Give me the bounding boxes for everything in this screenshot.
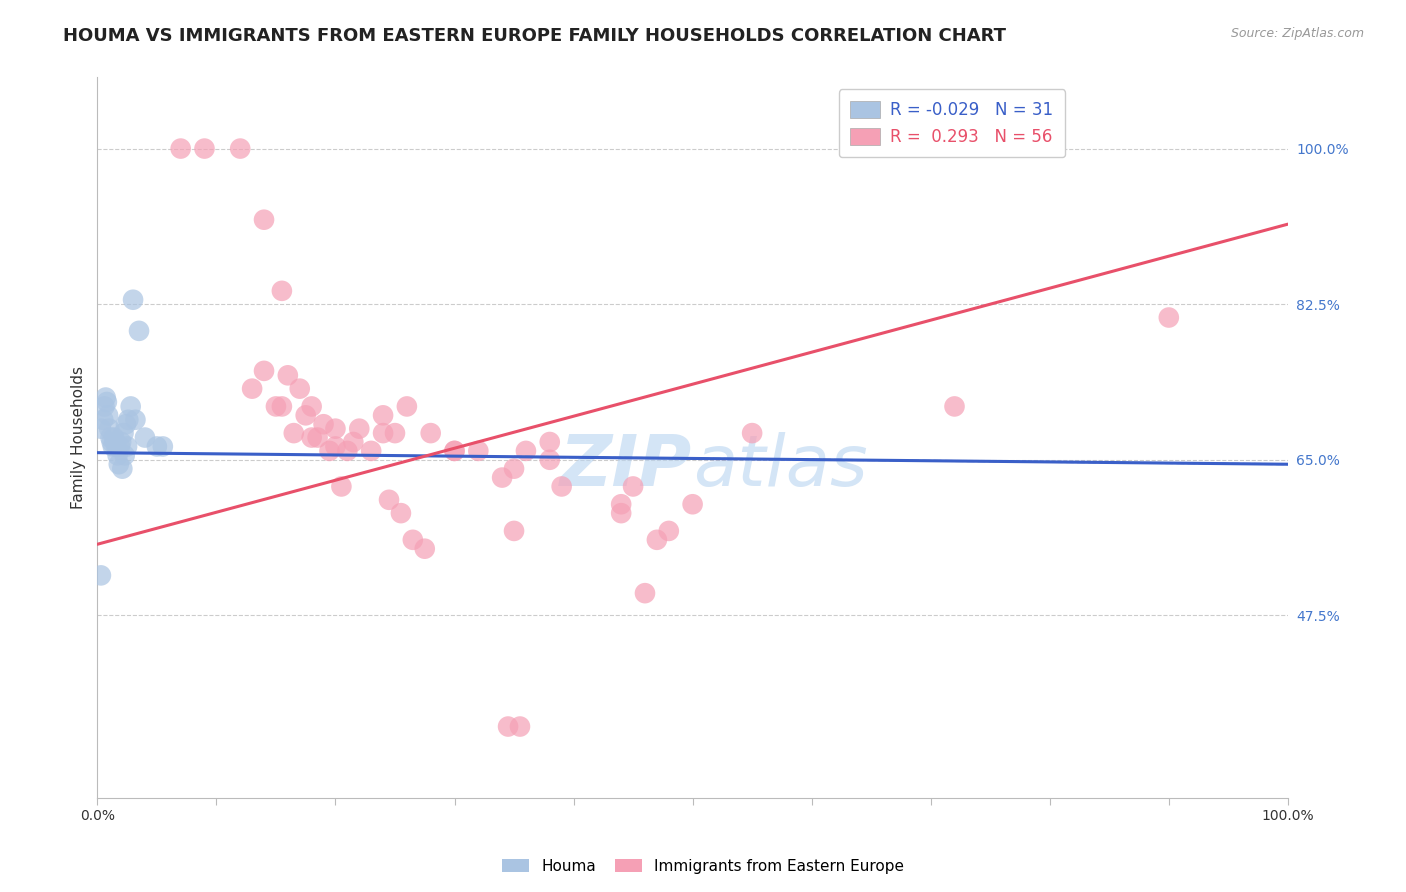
Point <box>301 431 323 445</box>
Text: Source: ZipAtlas.com: Source: ZipAtlas.com <box>1230 27 1364 40</box>
Point <box>253 364 276 378</box>
Point <box>349 422 371 436</box>
Point <box>312 417 335 432</box>
Point <box>117 413 139 427</box>
Point <box>395 400 418 414</box>
Point <box>1157 310 1180 325</box>
Y-axis label: Family Households: Family Households <box>72 366 86 509</box>
Point <box>378 492 401 507</box>
Point <box>610 497 633 511</box>
Point <box>90 568 112 582</box>
Text: atlas: atlas <box>693 432 868 501</box>
Point <box>550 479 572 493</box>
Point <box>115 417 138 432</box>
Point <box>111 461 134 475</box>
Point <box>943 400 966 414</box>
Point <box>621 479 644 493</box>
Point <box>496 720 519 734</box>
Point <box>682 497 704 511</box>
Point <box>389 506 412 520</box>
Point <box>658 524 681 538</box>
Text: ZIP: ZIP <box>561 432 693 501</box>
Point <box>503 524 526 538</box>
Point <box>96 395 118 409</box>
Legend: Houma, Immigrants from Eastern Europe: Houma, Immigrants from Eastern Europe <box>496 853 910 880</box>
Point <box>277 368 299 383</box>
Point <box>170 142 193 156</box>
Point <box>100 435 122 450</box>
Point <box>419 426 441 441</box>
Point <box>240 382 263 396</box>
Point <box>104 435 127 450</box>
Point <box>538 452 561 467</box>
Point <box>634 586 657 600</box>
Point <box>307 431 329 445</box>
Point <box>264 400 287 414</box>
Point <box>107 457 129 471</box>
Point <box>342 435 364 450</box>
Point <box>325 422 347 436</box>
Point <box>384 426 406 441</box>
Point <box>509 720 531 734</box>
Point <box>107 448 129 462</box>
Point <box>336 443 359 458</box>
Point <box>115 440 138 454</box>
Point <box>515 443 537 458</box>
Point <box>330 479 353 493</box>
Point <box>371 426 394 441</box>
Point <box>94 391 117 405</box>
Point <box>90 422 112 436</box>
Point <box>229 142 252 156</box>
Point <box>105 440 128 454</box>
Point <box>325 440 347 454</box>
Point <box>283 426 305 441</box>
Point <box>503 461 526 475</box>
Point <box>360 443 382 458</box>
Point <box>443 443 465 458</box>
Point <box>101 440 124 454</box>
Point <box>146 440 169 454</box>
Point <box>645 533 668 547</box>
Point <box>193 142 215 156</box>
Point <box>270 284 292 298</box>
Point <box>152 440 174 454</box>
Point <box>91 413 114 427</box>
Point <box>93 400 115 414</box>
Point <box>100 431 122 445</box>
Point <box>443 443 465 458</box>
Point <box>402 533 425 547</box>
Point <box>114 448 136 462</box>
Legend: R = -0.029   N = 31, R =  0.293   N = 56: R = -0.029 N = 31, R = 0.293 N = 56 <box>839 89 1066 157</box>
Point <box>124 413 146 427</box>
Point <box>413 541 436 556</box>
Point <box>253 212 276 227</box>
Point <box>467 443 489 458</box>
Point <box>134 431 156 445</box>
Point <box>98 422 121 436</box>
Point <box>318 443 340 458</box>
Point <box>741 426 763 441</box>
Point <box>128 324 150 338</box>
Point <box>491 470 513 484</box>
Point <box>610 506 633 520</box>
Point <box>97 409 120 423</box>
Point <box>110 435 132 450</box>
Point <box>108 440 131 454</box>
Text: HOUMA VS IMMIGRANTS FROM EASTERN EUROPE FAMILY HOUSEHOLDS CORRELATION CHART: HOUMA VS IMMIGRANTS FROM EASTERN EUROPE … <box>63 27 1007 45</box>
Point <box>122 293 145 307</box>
Point <box>538 435 561 450</box>
Point <box>294 409 316 423</box>
Point <box>120 400 142 414</box>
Point <box>371 409 394 423</box>
Point <box>112 426 135 441</box>
Point <box>288 382 311 396</box>
Point <box>103 431 125 445</box>
Point <box>270 400 292 414</box>
Point <box>301 400 323 414</box>
